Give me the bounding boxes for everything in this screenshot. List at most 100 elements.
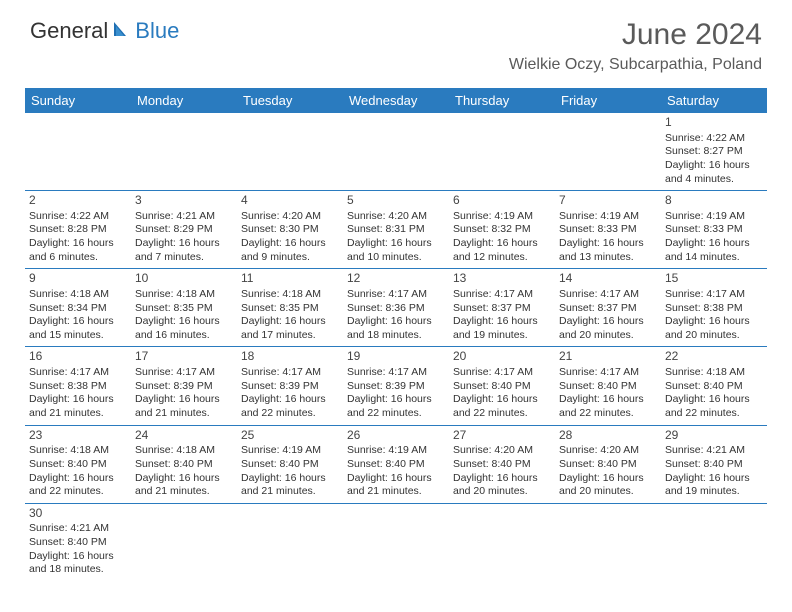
calendar-week-row: 30Sunrise: 4:21 AM Sunset: 8:40 PM Dayli… (25, 503, 767, 581)
calendar-day-cell: 28Sunrise: 4:20 AM Sunset: 8:40 PM Dayli… (555, 425, 661, 503)
weekday-header: Monday (131, 88, 237, 113)
day-number: 17 (135, 349, 233, 365)
day-details: Sunrise: 4:17 AM Sunset: 8:38 PM Dayligh… (665, 288, 763, 343)
day-number: 22 (665, 349, 763, 365)
day-number: 30 (29, 506, 127, 522)
weekday-header: Friday (555, 88, 661, 113)
sail-icon (110, 18, 133, 44)
day-details: Sunrise: 4:17 AM Sunset: 8:40 PM Dayligh… (559, 366, 657, 421)
calendar-day-cell (237, 503, 343, 581)
day-details: Sunrise: 4:18 AM Sunset: 8:40 PM Dayligh… (665, 366, 763, 421)
calendar-week-row: 2Sunrise: 4:22 AM Sunset: 8:28 PM Daylig… (25, 191, 767, 269)
day-number: 7 (559, 193, 657, 209)
day-number: 1 (665, 115, 763, 131)
day-details: Sunrise: 4:20 AM Sunset: 8:40 PM Dayligh… (453, 444, 551, 499)
calendar-day-cell (555, 113, 661, 191)
day-number: 6 (453, 193, 551, 209)
calendar-day-cell: 6Sunrise: 4:19 AM Sunset: 8:32 PM Daylig… (449, 191, 555, 269)
calendar-week-row: 23Sunrise: 4:18 AM Sunset: 8:40 PM Dayli… (25, 425, 767, 503)
calendar-body: 1Sunrise: 4:22 AM Sunset: 8:27 PM Daylig… (25, 113, 767, 581)
calendar-day-cell: 19Sunrise: 4:17 AM Sunset: 8:39 PM Dayli… (343, 347, 449, 425)
day-details: Sunrise: 4:20 AM Sunset: 8:31 PM Dayligh… (347, 210, 445, 265)
day-details: Sunrise: 4:19 AM Sunset: 8:40 PM Dayligh… (241, 444, 339, 499)
weekday-header: Wednesday (343, 88, 449, 113)
location-text: Wielkie Oczy, Subcarpathia, Poland (509, 56, 762, 74)
calendar-day-cell: 30Sunrise: 4:21 AM Sunset: 8:40 PM Dayli… (25, 503, 131, 581)
calendar-day-cell (343, 113, 449, 191)
day-number: 14 (559, 271, 657, 287)
page-header: General Blue June 2024 Wielkie Oczy, Sub… (0, 0, 792, 82)
day-number: 3 (135, 193, 233, 209)
day-number: 16 (29, 349, 127, 365)
calendar-day-cell: 2Sunrise: 4:22 AM Sunset: 8:28 PM Daylig… (25, 191, 131, 269)
day-number: 26 (347, 428, 445, 444)
calendar-day-cell: 1Sunrise: 4:22 AM Sunset: 8:27 PM Daylig… (661, 113, 767, 191)
calendar-week-row: 1Sunrise: 4:22 AM Sunset: 8:27 PM Daylig… (25, 113, 767, 191)
day-number: 13 (453, 271, 551, 287)
calendar-day-cell: 4Sunrise: 4:20 AM Sunset: 8:30 PM Daylig… (237, 191, 343, 269)
day-details: Sunrise: 4:17 AM Sunset: 8:38 PM Dayligh… (29, 366, 127, 421)
day-details: Sunrise: 4:21 AM Sunset: 8:29 PM Dayligh… (135, 210, 233, 265)
calendar-day-cell: 24Sunrise: 4:18 AM Sunset: 8:40 PM Dayli… (131, 425, 237, 503)
weekday-header: Tuesday (237, 88, 343, 113)
day-details: Sunrise: 4:17 AM Sunset: 8:37 PM Dayligh… (559, 288, 657, 343)
brand-text-blue: Blue (135, 18, 179, 44)
brand-logo: General Blue (30, 18, 179, 44)
calendar-day-cell: 3Sunrise: 4:21 AM Sunset: 8:29 PM Daylig… (131, 191, 237, 269)
calendar-day-cell: 18Sunrise: 4:17 AM Sunset: 8:39 PM Dayli… (237, 347, 343, 425)
calendar-day-cell: 27Sunrise: 4:20 AM Sunset: 8:40 PM Dayli… (449, 425, 555, 503)
day-number: 29 (665, 428, 763, 444)
day-details: Sunrise: 4:19 AM Sunset: 8:40 PM Dayligh… (347, 444, 445, 499)
day-details: Sunrise: 4:22 AM Sunset: 8:28 PM Dayligh… (29, 210, 127, 265)
day-number: 24 (135, 428, 233, 444)
day-number: 12 (347, 271, 445, 287)
day-number: 18 (241, 349, 339, 365)
day-number: 20 (453, 349, 551, 365)
day-number: 21 (559, 349, 657, 365)
day-number: 25 (241, 428, 339, 444)
day-number: 2 (29, 193, 127, 209)
calendar-day-cell: 23Sunrise: 4:18 AM Sunset: 8:40 PM Dayli… (25, 425, 131, 503)
calendar-day-cell: 25Sunrise: 4:19 AM Sunset: 8:40 PM Dayli… (237, 425, 343, 503)
calendar-day-cell: 21Sunrise: 4:17 AM Sunset: 8:40 PM Dayli… (555, 347, 661, 425)
calendar-day-cell: 11Sunrise: 4:18 AM Sunset: 8:35 PM Dayli… (237, 269, 343, 347)
weekday-header: Saturday (661, 88, 767, 113)
day-details: Sunrise: 4:19 AM Sunset: 8:32 PM Dayligh… (453, 210, 551, 265)
weekday-header-row: Sunday Monday Tuesday Wednesday Thursday… (25, 88, 767, 113)
day-details: Sunrise: 4:17 AM Sunset: 8:39 PM Dayligh… (135, 366, 233, 421)
calendar-day-cell: 7Sunrise: 4:19 AM Sunset: 8:33 PM Daylig… (555, 191, 661, 269)
day-details: Sunrise: 4:18 AM Sunset: 8:40 PM Dayligh… (29, 444, 127, 499)
day-details: Sunrise: 4:18 AM Sunset: 8:35 PM Dayligh… (241, 288, 339, 343)
calendar-day-cell (237, 113, 343, 191)
day-details: Sunrise: 4:20 AM Sunset: 8:40 PM Dayligh… (559, 444, 657, 499)
weekday-header: Thursday (449, 88, 555, 113)
day-number: 11 (241, 271, 339, 287)
calendar-day-cell: 26Sunrise: 4:19 AM Sunset: 8:40 PM Dayli… (343, 425, 449, 503)
day-details: Sunrise: 4:17 AM Sunset: 8:39 PM Dayligh… (241, 366, 339, 421)
calendar-day-cell: 13Sunrise: 4:17 AM Sunset: 8:37 PM Dayli… (449, 269, 555, 347)
day-number: 23 (29, 428, 127, 444)
day-number: 9 (29, 271, 127, 287)
calendar-day-cell: 10Sunrise: 4:18 AM Sunset: 8:35 PM Dayli… (131, 269, 237, 347)
calendar-day-cell: 8Sunrise: 4:19 AM Sunset: 8:33 PM Daylig… (661, 191, 767, 269)
day-details: Sunrise: 4:17 AM Sunset: 8:40 PM Dayligh… (453, 366, 551, 421)
calendar-day-cell: 20Sunrise: 4:17 AM Sunset: 8:40 PM Dayli… (449, 347, 555, 425)
calendar-day-cell: 22Sunrise: 4:18 AM Sunset: 8:40 PM Dayli… (661, 347, 767, 425)
day-number: 10 (135, 271, 233, 287)
calendar-day-cell (131, 113, 237, 191)
day-number: 28 (559, 428, 657, 444)
calendar-table: Sunday Monday Tuesday Wednesday Thursday… (25, 88, 767, 581)
calendar-day-cell (661, 503, 767, 581)
calendar-day-cell (25, 113, 131, 191)
day-details: Sunrise: 4:18 AM Sunset: 8:34 PM Dayligh… (29, 288, 127, 343)
day-details: Sunrise: 4:18 AM Sunset: 8:40 PM Dayligh… (135, 444, 233, 499)
day-number: 5 (347, 193, 445, 209)
day-number: 4 (241, 193, 339, 209)
calendar-day-cell: 9Sunrise: 4:18 AM Sunset: 8:34 PM Daylig… (25, 269, 131, 347)
calendar-day-cell (449, 113, 555, 191)
calendar-day-cell (131, 503, 237, 581)
calendar-day-cell (449, 503, 555, 581)
day-number: 27 (453, 428, 551, 444)
day-number: 8 (665, 193, 763, 209)
month-title: June 2024 (509, 18, 762, 52)
